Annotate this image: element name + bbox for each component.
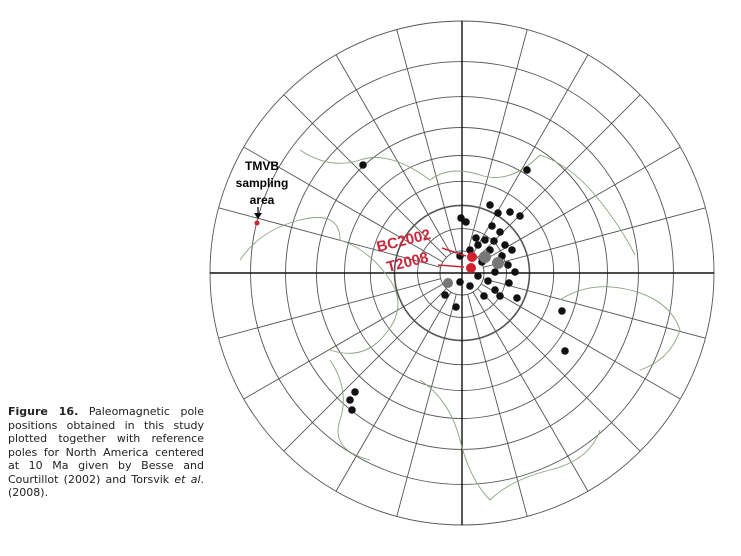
pole [494,209,502,217]
pole [441,291,449,299]
meridian [480,283,681,400]
meridian [335,54,452,255]
pole [523,166,531,174]
pole [505,279,513,287]
area-label: TMVB [245,159,279,173]
grey-pole [492,257,504,269]
area-label: area [250,193,275,207]
pole [452,303,460,311]
meridian [477,288,641,452]
caption-italic: et al [174,472,201,486]
reference-poles [254,220,504,288]
pole [466,282,474,290]
graticule [209,20,715,526]
meridian [396,29,457,252]
pole [511,268,519,276]
pole [516,212,524,220]
pole [351,388,359,396]
caption: Figure 16. Paleomagnetic pole positions … [8,405,204,500]
pole [472,234,480,242]
pole [513,294,521,302]
pole [346,396,354,404]
grey-pole [443,278,453,288]
meridian [472,291,589,492]
coastlines [239,149,681,501]
caption-end: . (2008). [8,472,204,500]
pole [508,246,516,254]
meridian [243,283,444,400]
meridian [467,29,528,252]
pole [481,236,489,244]
pole [496,228,504,236]
pole-label: T2008 [385,249,430,276]
meridian [480,146,681,263]
meridian [283,288,447,452]
meridian [218,278,441,339]
caption-label: Figure 16. [8,405,79,418]
meridian [396,294,457,517]
pole [466,246,474,254]
grey-pole [479,251,491,263]
red-pole [466,263,476,273]
meridian [483,207,706,268]
meridian [283,94,447,258]
caption-text: Paleomagnetic pole positions obtained in… [8,405,204,486]
pole [491,268,499,276]
arrow [437,264,465,268]
pole [474,272,482,280]
pole [561,347,569,355]
arrow [441,247,467,257]
pole [484,277,492,285]
pole [456,278,464,286]
meridian [483,278,706,339]
pole [558,307,566,315]
meridian [472,54,589,255]
red-pole [467,252,477,262]
meridian [467,294,528,517]
area-label: sampling [236,176,289,190]
pole [474,241,482,249]
pole [480,292,488,300]
pole [504,261,512,269]
pole [486,201,494,209]
pole [506,208,514,216]
pole [490,237,498,245]
arrowhead [254,213,262,219]
pole [462,218,470,226]
meridian [335,291,452,492]
pole [488,222,496,230]
pole [348,406,356,414]
meridian [243,146,444,263]
pole [491,286,499,294]
pole [496,292,504,300]
pole [359,161,367,169]
meridian [218,207,441,268]
pole [501,241,509,249]
site [254,220,260,226]
meridian [477,94,641,258]
